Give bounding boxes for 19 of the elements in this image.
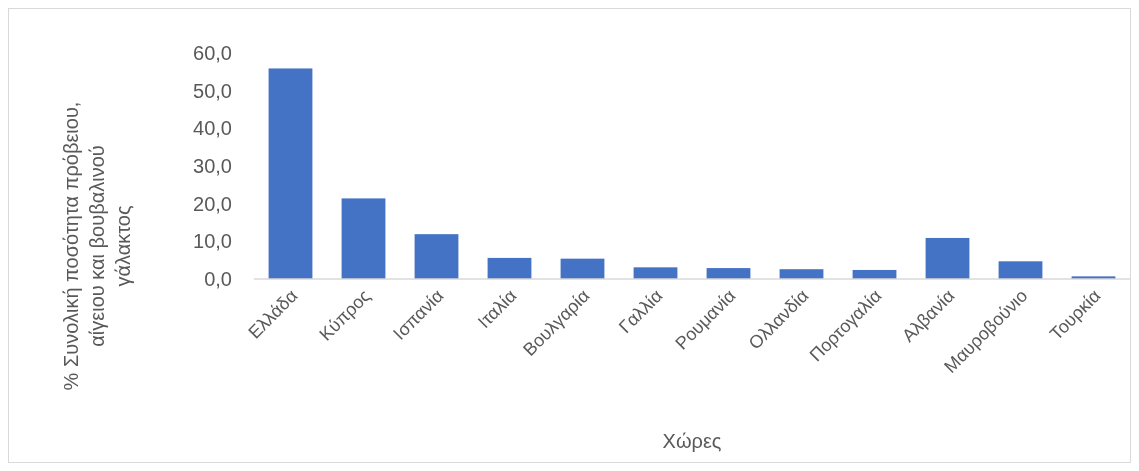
bar — [925, 237, 970, 279]
y-tick-label: 10,0 — [193, 230, 232, 253]
bar — [633, 267, 678, 279]
y-tick-label: 50,0 — [193, 79, 232, 102]
y-axis-title: % Συνολική ποσότητα πρόβειου, αίγειου και βουβαλινού γάλακτος — [60, 101, 134, 391]
bar — [487, 257, 532, 279]
bar — [414, 234, 459, 279]
x-axis-title: Χώρες — [662, 430, 722, 452]
bar — [341, 198, 386, 279]
y-tick-label: 60,0 — [193, 42, 232, 64]
bar — [706, 268, 751, 279]
y-tick-label: 40,0 — [193, 117, 232, 140]
bar — [998, 261, 1043, 279]
bar — [779, 269, 824, 279]
bar — [560, 258, 605, 279]
y-tick-label: 0,0 — [204, 268, 232, 290]
bar — [268, 68, 313, 279]
y-tick-label: 30,0 — [193, 155, 232, 177]
y-tick-label: 20,0 — [193, 192, 232, 215]
